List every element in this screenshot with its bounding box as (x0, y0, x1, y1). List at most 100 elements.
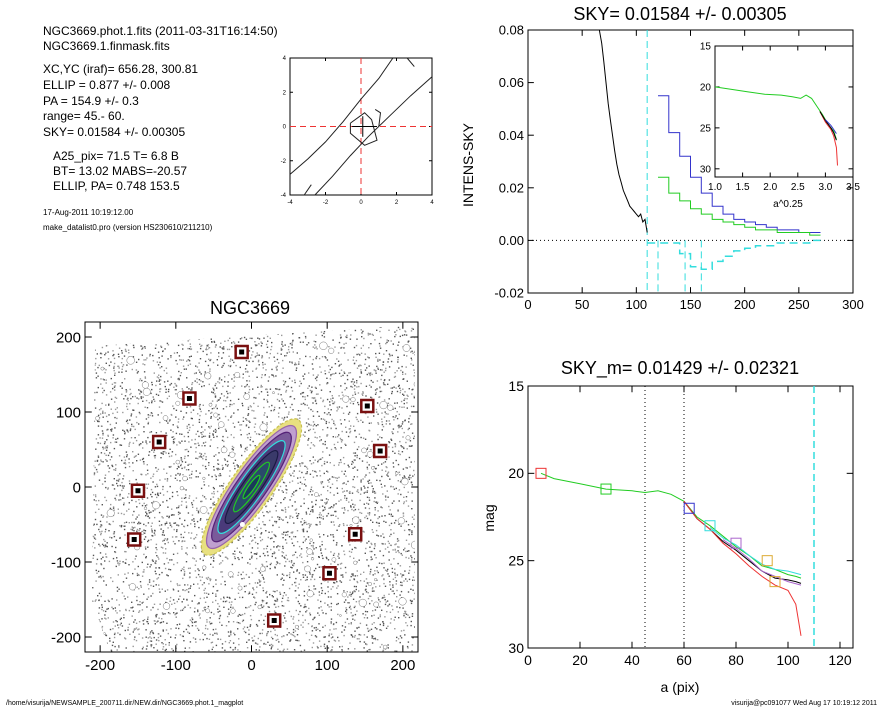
noise-dot (303, 606, 305, 609)
noise-dot (148, 509, 150, 512)
noise-dot (366, 490, 369, 492)
noise-dot (172, 441, 175, 443)
noise-dot (277, 605, 280, 608)
noise-dot (97, 386, 99, 389)
noise-dot (198, 379, 201, 381)
noise-dot (178, 355, 181, 357)
noise-dot (138, 423, 140, 425)
noise-dot (262, 552, 265, 555)
noise-dot (123, 528, 126, 531)
noise-dot (162, 453, 164, 455)
noise-dot (376, 411, 378, 413)
noise-dot (147, 423, 149, 425)
noise-dot (198, 407, 201, 409)
noise-dot (185, 412, 188, 414)
noise-dot (330, 506, 333, 508)
noise-dot (270, 646, 273, 648)
noise-dot (199, 347, 202, 350)
noise-dot (120, 524, 123, 527)
noise-dot (100, 564, 103, 566)
noise-dot (331, 483, 334, 485)
noise-dot (238, 613, 241, 616)
noise-dot (402, 607, 404, 609)
noise-dot (145, 440, 147, 442)
noise-dot (259, 572, 262, 574)
noise-dot (301, 471, 303, 474)
noise-dot (152, 631, 154, 634)
noise-dot (135, 416, 138, 418)
noise-dot (96, 558, 99, 561)
noise-dot (220, 583, 222, 585)
noise-dot (184, 650, 186, 652)
noise-dot (368, 464, 370, 466)
noise-dot (264, 524, 266, 526)
noise-dot (349, 326, 352, 328)
noise-dot (391, 354, 393, 357)
noise-dot (259, 646, 261, 648)
noise-dot (204, 606, 206, 609)
noise-dot (110, 398, 113, 400)
noise-dot (122, 325, 125, 327)
noise-dot (327, 490, 329, 492)
noise-dot (170, 465, 172, 468)
noise-dot (197, 442, 199, 444)
noise-dot (164, 478, 166, 480)
noise-dot (198, 629, 200, 631)
noise-dot (410, 461, 412, 463)
noise-dot (225, 625, 228, 627)
noise-dot (314, 431, 316, 434)
noise-dot (155, 584, 157, 586)
noise-dot (278, 549, 280, 551)
noise-dot (389, 622, 392, 624)
noise-dot (338, 341, 341, 344)
noise-dot (202, 404, 204, 406)
noise-dot (132, 610, 135, 612)
noise-dot (89, 390, 90, 391)
noise-dot (205, 456, 207, 458)
noise-dot (173, 352, 176, 354)
noise-dot (268, 357, 270, 359)
noise-dot (272, 644, 274, 647)
noise-dot (271, 537, 273, 539)
noise-dot (349, 555, 351, 558)
noise-dot (416, 590, 417, 591)
contour-xtick-label: 4 (430, 200, 434, 206)
noise-dot (106, 542, 108, 544)
noise-dot (172, 588, 174, 590)
noise-dot (115, 494, 118, 497)
noise-dot (292, 516, 294, 519)
noise-dot (254, 541, 257, 544)
noise-dot (171, 508, 173, 510)
noise-dot (255, 355, 258, 357)
info-line: ELLIP = 0.877 +/- 0.008 (43, 78, 171, 92)
noise-dot (312, 505, 314, 508)
noise-dot (155, 328, 157, 330)
noise-dot (255, 601, 257, 604)
noise-dot (335, 628, 337, 630)
noise-dot (332, 636, 334, 638)
noise-dot (133, 456, 136, 458)
noise-dot (306, 547, 308, 549)
noise-dot (181, 440, 183, 442)
noise-dot (416, 385, 417, 386)
noise-dot (326, 447, 328, 449)
noise-dot (290, 561, 293, 564)
noise-dot (284, 539, 287, 541)
noise-dot (371, 623, 373, 625)
noise-dot (331, 373, 334, 375)
noise-dot (259, 327, 261, 329)
noise-dot (294, 536, 297, 538)
noise-dot (117, 480, 120, 482)
noise-dot (352, 478, 354, 481)
noise-dot (219, 346, 221, 348)
noise-dot (170, 636, 172, 638)
noise-dot (99, 531, 101, 533)
noise-dot (288, 346, 290, 348)
noise-dot (341, 407, 343, 409)
noise-dot (190, 473, 193, 475)
noise-dot (330, 427, 332, 430)
noise-dot (100, 459, 102, 461)
noise-dot (356, 367, 359, 369)
noise-dot (113, 357, 116, 360)
noise-dot (222, 600, 225, 603)
